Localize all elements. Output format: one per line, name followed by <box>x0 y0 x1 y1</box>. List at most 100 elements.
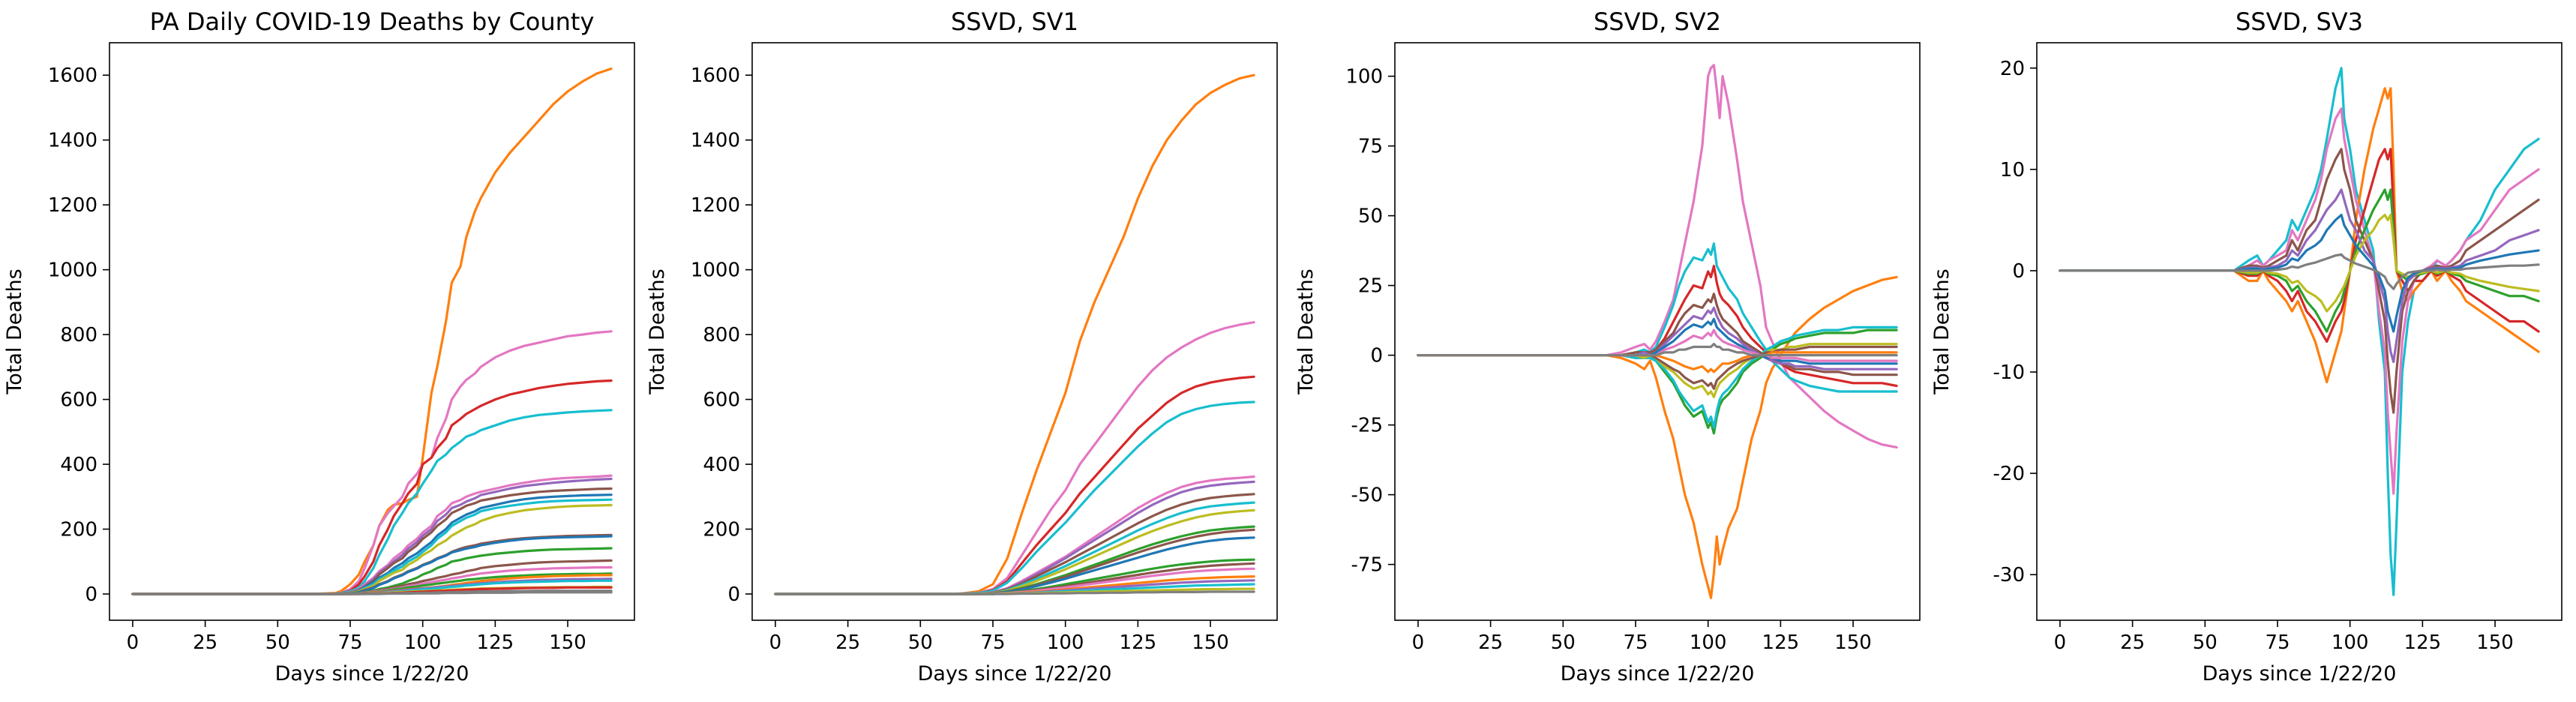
x-tick-label: 150 <box>1834 632 1872 654</box>
y-tick-label: 600 <box>703 389 740 412</box>
chart-title: PA Daily COVID-19 Deaths by County <box>150 8 595 36</box>
x-tick-label: 0 <box>2054 632 2067 654</box>
y-tick-label: 1400 <box>48 130 97 152</box>
series-line-5 <box>2059 148 2540 414</box>
series-line-1 <box>774 74 1255 596</box>
y-tick-label: -75 <box>1351 554 1383 577</box>
y-tick-label: 0 <box>85 584 97 606</box>
x-tick-label: 75 <box>2265 632 2290 654</box>
x-axis-label: Days since 1/22/20 <box>1561 662 1755 686</box>
y-tick-label: 0 <box>2012 260 2025 283</box>
x-tick-label: 75 <box>337 632 362 654</box>
x-tick-label: 150 <box>1192 632 1229 654</box>
x-tick-label: 100 <box>1047 632 1084 654</box>
x-tick-label: 125 <box>477 632 514 654</box>
x-tick-label: 25 <box>835 632 860 654</box>
series-line-3 <box>2059 107 2540 495</box>
chart-title: SSVD, SV1 <box>951 8 1078 36</box>
chart-panel-3: 0 25 50 75 100 125 150 -75 -50 -25 0 25 50 75 100 SSVD,… <box>1294 8 1921 686</box>
x-tick-label: 0 <box>1412 632 1425 654</box>
x-tick-label: 100 <box>1690 632 1727 654</box>
y-tick-label: 10 <box>2000 159 2025 182</box>
y-tick-label: 50 <box>1358 206 1383 228</box>
x-tick-label: 50 <box>265 632 290 654</box>
series-line-4 <box>2059 148 2540 344</box>
series-line-9 <box>2059 214 2540 333</box>
y-tick-label: 1400 <box>691 130 740 152</box>
x-tick-label: 0 <box>127 632 139 654</box>
x-tick-label: 25 <box>2120 632 2145 654</box>
y-tick-label: 0 <box>727 584 740 606</box>
x-tick-label: 100 <box>404 632 442 654</box>
series-line-4 <box>1417 265 1898 388</box>
x-tick-label: 150 <box>549 632 586 654</box>
y-tick-label: 75 <box>1358 136 1383 158</box>
x-tick-label: 50 <box>908 632 933 654</box>
series-group <box>774 74 1255 596</box>
y-tick-label: 1200 <box>48 194 97 217</box>
y-tick-label: 400 <box>60 454 97 476</box>
series-line-1 <box>131 68 613 596</box>
series-group <box>2059 67 2540 596</box>
y-tick-label: -50 <box>1351 484 1383 507</box>
chart-title: SSVD, SV2 <box>1594 8 1721 36</box>
y-tick-label: 100 <box>1345 66 1383 88</box>
y-tick-label: 1600 <box>48 64 97 87</box>
x-tick-label: 25 <box>1478 632 1503 654</box>
series-line-3 <box>774 375 1255 596</box>
y-tick-label: 200 <box>60 519 97 542</box>
y-tick-label: 1600 <box>691 64 740 87</box>
y-tick-label: 0 <box>1370 345 1383 368</box>
x-axis-label: Days since 1/22/20 <box>918 662 1112 686</box>
y-tick-label: 800 <box>60 324 97 346</box>
series-line-4 <box>774 400 1255 596</box>
series-line-1 <box>1417 64 1898 448</box>
series-line-2 <box>131 330 613 596</box>
series-line-7 <box>1417 292 1898 376</box>
series-line-8 <box>2059 214 2540 313</box>
chart-panel-4: 0 25 50 75 100 125 150 -30 -20 -10 0 10 20 SSVD, SV3 D… <box>1930 8 2563 686</box>
series-line-7 <box>2059 188 2540 364</box>
y-tick-label: 20 <box>2000 58 2025 80</box>
y-tick-label: 400 <box>703 454 740 476</box>
y-axis-label: Total Deaths <box>3 268 26 394</box>
series-line-10 <box>2059 253 2540 290</box>
x-tick-label: 75 <box>1623 632 1648 654</box>
x-tick-label: 0 <box>769 632 782 654</box>
x-tick-label: 100 <box>2332 632 2369 654</box>
y-tick-label: -30 <box>1993 564 2025 586</box>
y-tick-label: -20 <box>1993 463 2025 485</box>
y-tick-label: 1200 <box>691 194 740 217</box>
series-line-23 <box>131 591 613 596</box>
chart-panel-1: 0 25 50 75 100 125 150 0 200 400 600 800 1000 1200 140… <box>3 8 635 686</box>
plot-frame <box>1394 42 1921 621</box>
x-axis-label: Days since 1/22/20 <box>275 662 469 686</box>
y-tick-label: 1000 <box>691 260 740 282</box>
series-group <box>1417 64 1898 599</box>
series-line-6 <box>1417 326 1898 429</box>
y-tick-label: 600 <box>60 389 97 412</box>
x-tick-label: 25 <box>193 632 217 654</box>
x-tick-label: 75 <box>980 632 1005 654</box>
x-axis-label: Days since 1/22/20 <box>2203 662 2397 686</box>
series-line-2 <box>2059 87 2540 384</box>
y-axis-label: Total Deaths <box>1930 268 1954 394</box>
x-tick-label: 125 <box>1120 632 1157 654</box>
y-tick-label: 800 <box>703 324 740 346</box>
series-line-1 <box>2059 67 2540 596</box>
y-tick-label: 200 <box>703 519 740 542</box>
y-tick-label: -25 <box>1351 415 1383 437</box>
x-tick-label: 50 <box>2193 632 2218 654</box>
series-line-2 <box>774 321 1255 596</box>
series-line-3 <box>131 379 613 596</box>
series-group <box>131 68 613 596</box>
y-axis-label: Total Deaths <box>646 268 669 394</box>
series-line-14 <box>1417 343 1898 357</box>
y-tick-label: 1000 <box>48 260 97 282</box>
x-tick-label: 150 <box>2476 632 2514 654</box>
series-line-6 <box>2059 188 2540 333</box>
series-line-20 <box>774 590 1255 596</box>
plot-frame <box>109 42 635 621</box>
x-tick-label: 50 <box>1551 632 1576 654</box>
